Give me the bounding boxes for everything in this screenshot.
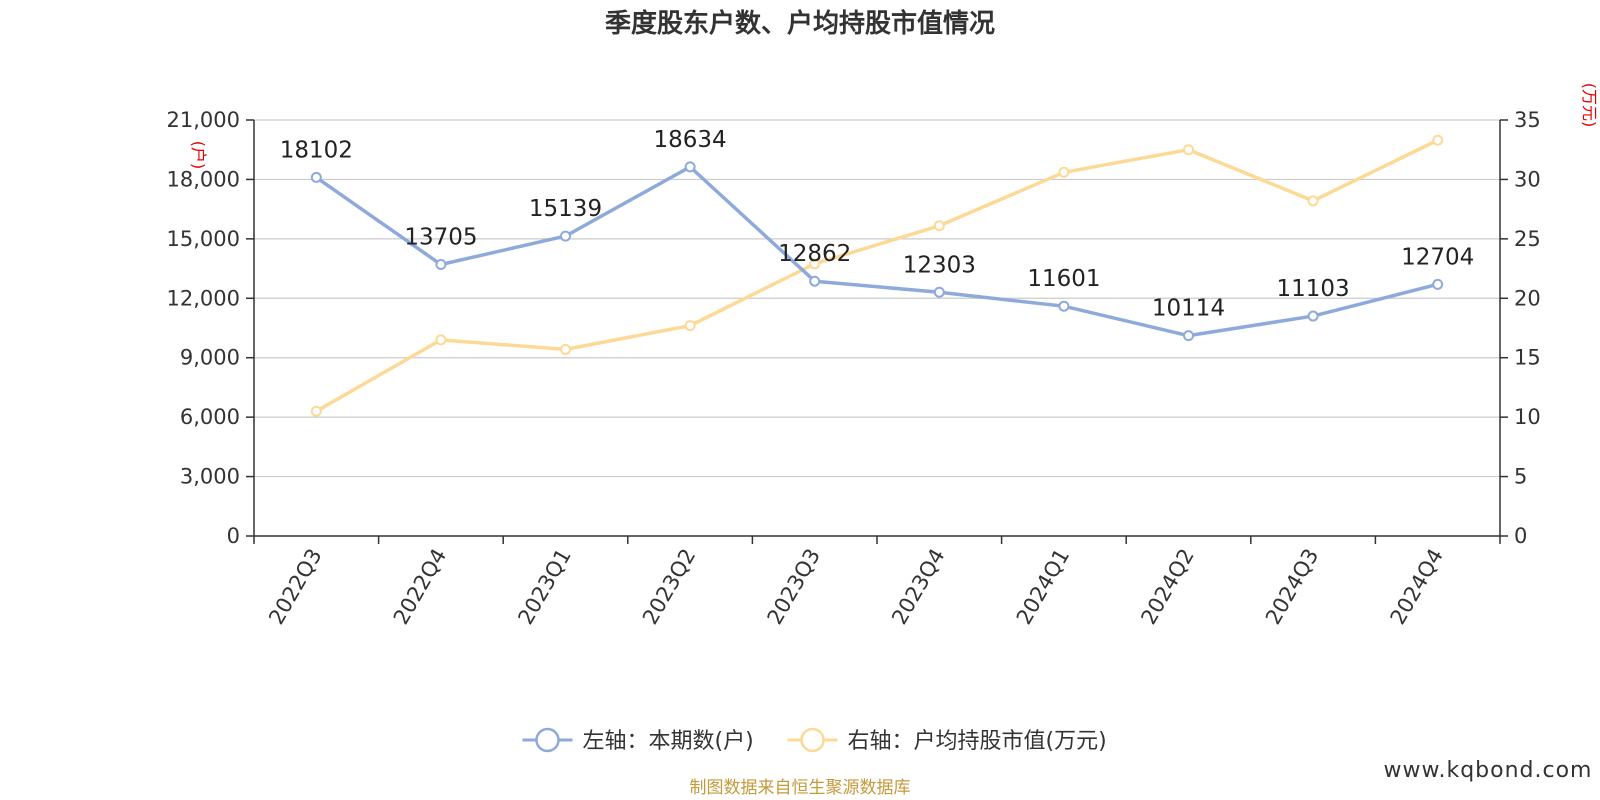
x-axis-tick-label: 2024Q3 <box>1261 545 1323 629</box>
x-axis-tick-label: 2022Q4 <box>389 545 451 629</box>
right-axis-tick-label: 20 <box>1514 286 1541 310</box>
data-point-right[interactable] <box>809 258 821 270</box>
right-axis-unit: (万元) <box>1580 83 1599 128</box>
data-label: 18102 <box>280 137 353 163</box>
legend[interactable]: 左轴：本期数(户) 右轴：户均持股市值(万元) <box>522 727 1107 754</box>
left-axis-tick-label: 15,000 <box>167 227 240 251</box>
x-axis-tick-label: 2024Q4 <box>1386 545 1448 629</box>
series-line-right <box>315 138 1439 413</box>
data-point-right[interactable] <box>684 320 696 332</box>
left-axis-tick-label: 18,000 <box>167 167 240 191</box>
series-layer <box>310 134 1444 417</box>
data-point-right[interactable] <box>1432 134 1444 146</box>
axes: 0 3,000 6,000 9,000 12,000 15,000 18,000 21,000… <box>167 108 1541 629</box>
left-axis-tick-label: 3,000 <box>180 465 240 489</box>
x-axis-tick-label: 2023Q1 <box>513 545 575 629</box>
data-label: 12862 <box>778 241 851 267</box>
left-axis-tick-label: 21,000 <box>167 108 240 132</box>
data-point-right[interactable] <box>1058 166 1070 178</box>
data-point-right[interactable] <box>933 220 945 232</box>
data-label: 15139 <box>529 196 602 222</box>
data-point-right[interactable] <box>560 343 571 355</box>
left-axis-tick-label: 0 <box>227 524 240 548</box>
data-point-left[interactable] <box>1183 330 1194 342</box>
data-point-left[interactable] <box>310 171 322 183</box>
series-line-left <box>315 165 1439 338</box>
legend-circle-icon <box>535 727 560 753</box>
x-axis-tick-label: 2024Q2 <box>1136 545 1198 629</box>
data-source-note: 制图数据来自恒生聚源数据库 <box>690 778 911 798</box>
left-axis-tick-label: 6,000 <box>180 405 240 429</box>
legend-item-left[interactable]: 左轴：本期数(户) <box>522 727 754 754</box>
legend-label: 左轴：本期数(户) <box>583 729 754 754</box>
right-axis-tick-label: 0 <box>1514 524 1527 548</box>
data-label: 18634 <box>654 127 727 153</box>
data-point-right[interactable] <box>1307 195 1319 207</box>
x-axis-tick-label: 2022Q3 <box>264 545 326 629</box>
chart-title: 季度股东户数、户均持股市值情况 <box>605 8 995 39</box>
right-axis-tick-label: 5 <box>1514 465 1527 489</box>
data-point-right[interactable] <box>1183 144 1194 156</box>
x-axis-tick-label: 2023Q3 <box>763 545 825 629</box>
data-point-left[interactable] <box>1058 300 1070 312</box>
data-point-left[interactable] <box>560 230 571 242</box>
data-point-right[interactable] <box>310 405 322 417</box>
watermark: www.kqbond.com <box>1384 758 1593 783</box>
data-label: 10114 <box>1152 296 1225 322</box>
right-axis-tick-label: 15 <box>1514 346 1541 370</box>
grid-lines <box>254 119 1500 478</box>
data-label: 12303 <box>903 252 976 278</box>
left-axis-tick-label: 9,000 <box>180 346 240 370</box>
data-point-right[interactable] <box>435 334 447 346</box>
right-axis-tick-label: 30 <box>1514 167 1541 191</box>
legend-circle-icon <box>800 727 825 753</box>
legend-label: 右轴：户均持股市值(万元) <box>848 729 1107 754</box>
data-point-left[interactable] <box>933 286 945 298</box>
left-axis-tick-label: 12,000 <box>167 286 240 310</box>
data-label: 12704 <box>1401 244 1474 270</box>
data-label: 13705 <box>404 225 477 251</box>
right-axis-tick-label: 10 <box>1514 405 1541 429</box>
x-axis-tick-label: 2024Q1 <box>1012 545 1074 629</box>
right-axis-tick-label: 35 <box>1514 108 1541 132</box>
data-point-left[interactable] <box>435 259 447 271</box>
legend-item-right[interactable]: 右轴：户均持股市值(万元) <box>787 727 1107 754</box>
data-point-left[interactable] <box>1432 278 1444 290</box>
data-point-left[interactable] <box>684 161 696 173</box>
x-axis-tick-label: 2023Q4 <box>887 545 949 629</box>
x-axis-tick-label: 2023Q2 <box>638 545 700 629</box>
right-axis-tick-label: 25 <box>1514 227 1541 251</box>
left-axis-unit: (户) <box>189 141 208 170</box>
data-point-left[interactable] <box>809 275 821 287</box>
data-point-left[interactable] <box>1307 310 1319 322</box>
data-labels: 18102 13705 15139 18634 12862 12303 11601 10114… <box>280 127 1475 322</box>
data-label: 11103 <box>1277 276 1350 302</box>
data-label: 11601 <box>1027 266 1100 292</box>
